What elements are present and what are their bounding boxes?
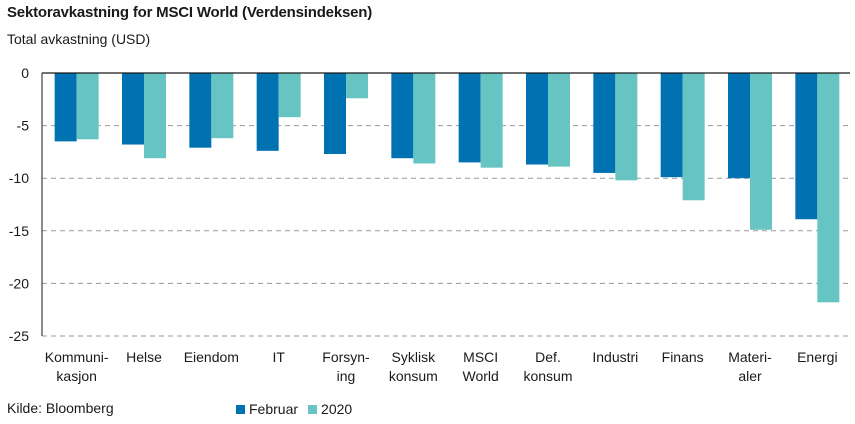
x-category-label: konsum — [523, 368, 572, 384]
bar-februar — [593, 73, 616, 173]
x-category-label: Industri — [592, 349, 638, 365]
x-category-label: Forsyn- — [322, 349, 370, 365]
y-tick-label: -15 — [9, 223, 29, 239]
bar-februar — [795, 73, 818, 220]
legend-item-februar: Februar — [236, 401, 298, 417]
bar-februar — [391, 73, 414, 159]
legend-label-februar: Februar — [249, 401, 299, 417]
x-category-label: Energi — [797, 349, 837, 365]
legend: Februar 2020 — [236, 401, 362, 417]
bar-februar — [122, 73, 144, 145]
bar-2020 — [682, 73, 705, 201]
bar-februar — [54, 73, 77, 142]
bar-februar — [256, 73, 279, 151]
bar-februar — [728, 73, 750, 179]
chart-title: Sektoravkastning for MSCI World (Verdens… — [7, 4, 373, 21]
y-tick-label: 0 — [21, 65, 29, 81]
bar-2020 — [750, 73, 772, 230]
x-category-label: Def. — [535, 349, 561, 365]
bar-februar — [526, 73, 548, 165]
legend-swatch-februar — [236, 404, 245, 414]
bar-2020 — [76, 73, 99, 140]
bar-februar — [458, 73, 481, 163]
bar-2020 — [211, 73, 234, 139]
legend-label-2020: 2020 — [321, 401, 353, 417]
x-category-label: Finans — [662, 349, 704, 365]
bar-2020 — [413, 73, 436, 164]
bar-februar — [324, 73, 346, 155]
x-category-label: Eiendom — [184, 349, 239, 365]
x-category-label: aler — [738, 368, 762, 384]
bar-2020 — [817, 73, 840, 303]
y-tick-label: -20 — [9, 275, 29, 291]
y-tick-label: -25 — [9, 328, 29, 344]
bar-2020 — [144, 73, 166, 159]
source-note: Kilde: Bloomberg — [7, 400, 114, 416]
bar-2020 — [548, 73, 570, 167]
bar-2020 — [615, 73, 638, 181]
y-tick-label: -10 — [9, 170, 29, 186]
bar-2020 — [480, 73, 503, 168]
x-category-label: konsum — [389, 368, 438, 384]
bar-2020 — [346, 73, 368, 99]
x-category-label: IT — [272, 349, 285, 365]
x-category-label: Kommuni- — [45, 349, 109, 365]
bar-februar — [189, 73, 212, 148]
x-category-label: World — [463, 368, 499, 384]
x-category-label: Materi- — [728, 349, 772, 365]
x-category-label: MSCI — [463, 349, 498, 365]
y-tick-label: -5 — [17, 118, 30, 134]
x-category-label: Syklisk — [392, 349, 437, 365]
bar-februar — [660, 73, 683, 178]
chart-subtitle: Total avkastning (USD) — [7, 31, 151, 47]
x-category-label: kasjon — [56, 368, 96, 384]
x-category-label: Helse — [126, 349, 162, 365]
legend-swatch-2020 — [308, 404, 318, 414]
x-category-label: ing — [337, 368, 356, 384]
legend-item-2020: 2020 — [308, 401, 352, 417]
bar-2020 — [278, 73, 301, 118]
